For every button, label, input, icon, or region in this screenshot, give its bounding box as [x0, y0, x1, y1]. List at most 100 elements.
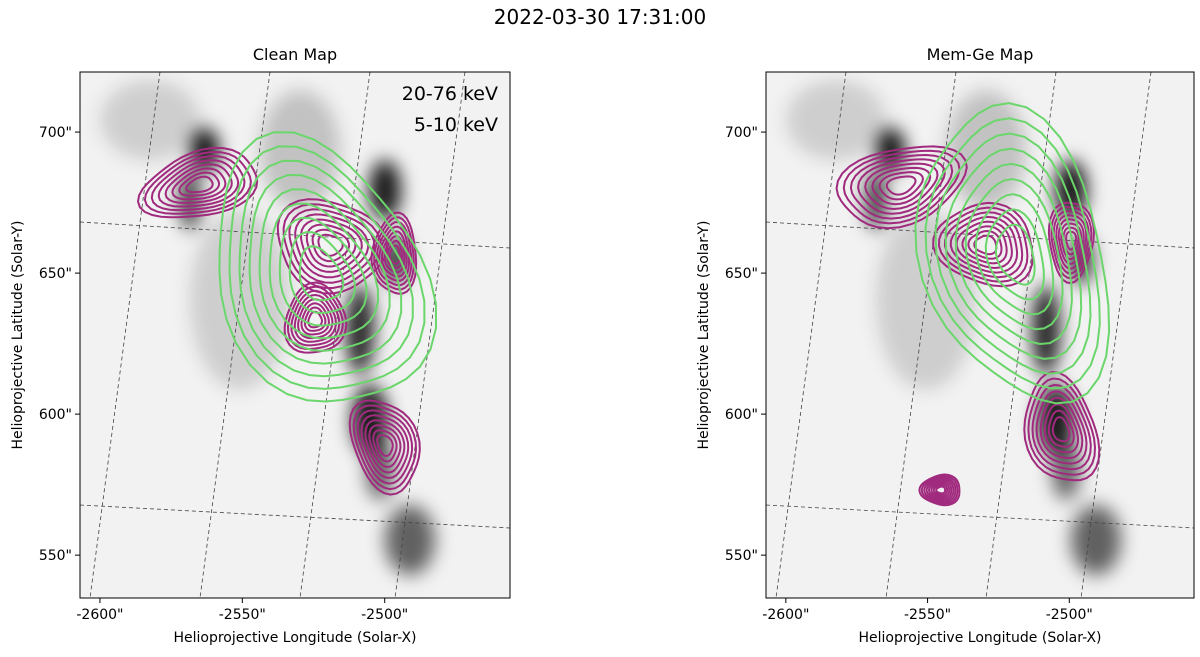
contour	[967, 229, 1003, 260]
emission-blob	[260, 90, 340, 210]
contour	[1047, 409, 1075, 448]
contour	[932, 483, 949, 497]
coordinate-grid	[80, 504, 510, 529]
contour	[918, 473, 961, 507]
contour	[943, 211, 1024, 279]
contour	[954, 162, 1073, 346]
coordinate-grid	[1080, 72, 1152, 598]
map-image	[766, 72, 1194, 598]
contour	[375, 220, 413, 287]
contour	[303, 306, 327, 332]
contour	[925, 478, 955, 502]
y-tick-label: 650"	[725, 266, 758, 282]
contour	[857, 158, 946, 215]
contour	[228, 145, 426, 390]
contour	[835, 145, 968, 230]
contour	[171, 167, 227, 201]
contour	[923, 476, 957, 503]
contour	[1035, 390, 1088, 465]
contour	[1051, 416, 1071, 443]
contour	[930, 482, 951, 498]
x-tick-label: -2550"	[904, 607, 951, 623]
axes-frame	[765, 71, 1195, 599]
contour	[164, 163, 233, 204]
axes-frame	[79, 71, 511, 599]
y-tick-label: 600"	[39, 407, 72, 423]
x-tick-label: -2600"	[762, 607, 809, 623]
contour	[1050, 205, 1093, 280]
x-tick-label: -2500"	[361, 607, 408, 623]
y-axis-label: Helioprojective Latitude (Solar-Y)	[696, 220, 712, 449]
contour	[218, 131, 438, 403]
contour	[376, 434, 394, 458]
contour	[286, 285, 344, 351]
y-tick-label: 550"	[39, 548, 72, 564]
contour	[150, 155, 246, 212]
legend-entry: 20-76 keV	[402, 83, 498, 105]
x-axis-label: Helioprojective Longitude (Solar-X)	[173, 630, 416, 646]
coordinate-grid	[775, 72, 847, 598]
contour	[348, 399, 421, 496]
contour	[307, 310, 324, 329]
emission-blob	[385, 505, 435, 575]
y-tick-label: 650"	[39, 266, 72, 282]
contour	[368, 424, 402, 469]
contour	[370, 211, 418, 295]
figure-title: 2022-03-30 17:31:00	[494, 5, 706, 29]
contour	[1031, 383, 1092, 471]
coordinate-grid	[199, 72, 271, 598]
coordinate-grid	[89, 72, 161, 598]
emission-blob	[1032, 285, 1060, 375]
axes-title: Mem-Ge Map	[927, 45, 1034, 64]
contour	[994, 223, 1036, 286]
contour	[973, 234, 998, 256]
contour	[914, 102, 1111, 405]
emission-blob	[866, 170, 886, 230]
contour	[1027, 377, 1097, 476]
contour	[282, 203, 382, 290]
contour	[378, 225, 411, 282]
contour	[388, 244, 401, 265]
contour	[258, 188, 391, 352]
contour	[356, 409, 414, 485]
contour	[288, 208, 376, 284]
x-axis-label: Helioprojective Longitude (Solar-X)	[858, 630, 1101, 646]
contour	[871, 166, 932, 206]
emission-blob	[100, 80, 200, 160]
emission-blob	[876, 210, 976, 390]
contour	[311, 228, 351, 263]
contour	[290, 289, 341, 347]
contour	[372, 429, 398, 463]
contour	[178, 171, 221, 197]
y-axis-label: Helioprojective Latitude (Solar-Y)	[10, 220, 26, 449]
contour	[278, 216, 368, 327]
contour	[136, 146, 259, 219]
coordinate-grid	[885, 72, 957, 598]
contour	[974, 193, 1055, 316]
contour	[961, 225, 1008, 265]
y-tick-label: 600"	[725, 407, 758, 423]
contour	[352, 404, 418, 491]
contour	[294, 213, 370, 279]
coordinate-grid	[766, 504, 1194, 529]
contour	[944, 147, 1083, 360]
contour	[934, 132, 1092, 375]
emission-blob	[1052, 440, 1080, 500]
contour	[288, 231, 356, 315]
coordinate-grid	[394, 72, 466, 598]
contour	[300, 302, 330, 336]
coordinate-grid	[299, 72, 371, 598]
y-tick-label: 550"	[725, 548, 758, 564]
contour	[364, 419, 406, 474]
x-tick-label: -2600"	[76, 607, 123, 623]
contour	[1039, 396, 1084, 460]
contour	[1023, 370, 1101, 482]
coordinate-grid	[985, 72, 1057, 598]
emission-blob	[786, 80, 886, 160]
contour	[920, 475, 959, 505]
axes-title: Clean Map	[253, 45, 337, 64]
x-tick-label: -2550"	[219, 607, 266, 623]
contour	[1043, 403, 1080, 454]
coordinate-grid	[766, 221, 1194, 249]
